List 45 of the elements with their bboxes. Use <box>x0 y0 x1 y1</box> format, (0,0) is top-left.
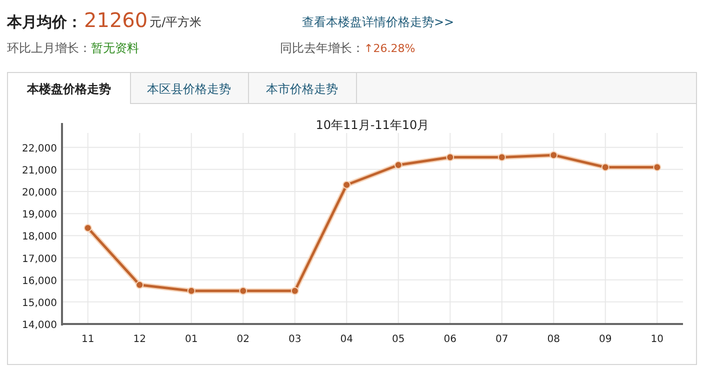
x-tick-label: 11 <box>82 334 94 345</box>
x-tick-label: 08 <box>547 334 560 345</box>
y-tick-label: 22,000 <box>22 143 57 154</box>
y-tick-label: 21,000 <box>22 165 57 176</box>
x-tick-label: 09 <box>599 334 612 345</box>
point <box>84 224 92 232</box>
y-tick-label: 19,000 <box>22 210 57 221</box>
y-tick-label: 15,000 <box>22 298 57 309</box>
point <box>446 153 454 162</box>
text: 同比去年增长： <box>280 41 364 55</box>
point <box>187 286 196 295</box>
point <box>498 153 506 162</box>
text: 本市价格走势 <box>266 82 338 96</box>
y-tick-label: 18,000 <box>22 232 57 243</box>
y-tick-label: 14,000 <box>22 320 57 331</box>
text: 查看本楼盘详情价格走势>> <box>302 15 454 29</box>
text: 环比上月增长： <box>7 41 91 55</box>
text: 元/平方米 <box>150 15 202 29</box>
point <box>601 163 610 172</box>
x-tick-label: 04 <box>340 334 353 345</box>
y-tick-label: 20,000 <box>22 188 57 199</box>
x-tick-label: 10 <box>650 334 664 345</box>
text: 本月均价： <box>6 13 82 31</box>
point <box>394 161 402 170</box>
text: 21260 <box>84 8 148 32</box>
x-tick-label: 06 <box>444 334 456 345</box>
x-tick-label: 01 <box>185 334 198 345</box>
y-tick-label: 16,000 <box>22 276 57 287</box>
text: 本楼盘价格走势 <box>26 82 111 96</box>
text: 本区县价格走势 <box>147 82 231 96</box>
x-tick-label: 07 <box>496 334 508 345</box>
x-tick-label: 12 <box>133 334 146 345</box>
text: 暂无资料 <box>91 41 139 55</box>
text: ↑26.28% <box>364 42 416 55</box>
point <box>136 280 144 289</box>
point <box>653 163 662 172</box>
x-tick-label: 05 <box>392 334 405 345</box>
chart-title: 10年11月-11年10月 <box>316 118 430 132</box>
point <box>239 286 248 295</box>
x-tick-label: 03 <box>288 334 302 345</box>
x-tick-label: 02 <box>236 334 250 345</box>
y-tick-label: 17,000 <box>22 254 57 265</box>
point <box>290 286 299 295</box>
point <box>342 180 351 189</box>
point <box>550 151 558 160</box>
